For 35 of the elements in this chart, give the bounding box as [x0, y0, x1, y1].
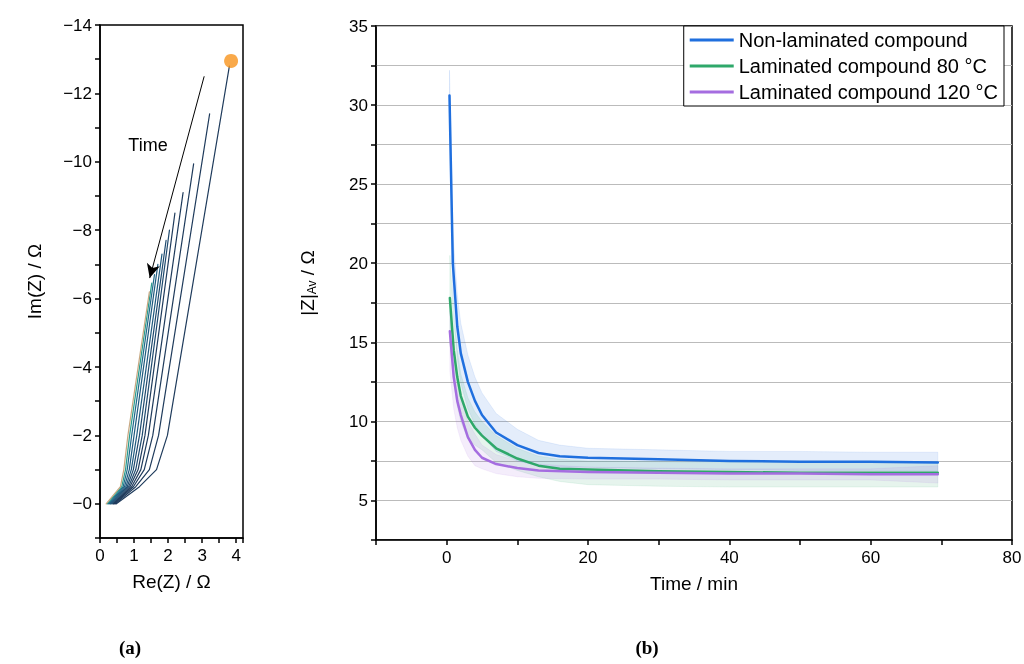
y-axis-title: Im(Z) / Ω: [24, 243, 45, 320]
text: (a): [118, 637, 142, 659]
y-tick-label: −12: [63, 83, 92, 103]
y-tick-label: −2: [72, 425, 92, 445]
y-tick-label: −10: [63, 152, 92, 172]
legend-label: Non-laminated compound: [738, 29, 968, 51]
x-tick-label: 3: [197, 546, 207, 565]
x-tick-label: 0: [441, 548, 452, 567]
y-tick-label: 10: [349, 411, 368, 431]
y-tick-label: −8: [72, 220, 92, 240]
y-tick-label: −0: [72, 494, 92, 514]
y-tick-label: −4: [72, 357, 92, 377]
x-tick-label: 1: [129, 546, 139, 565]
x-tick-label: 40: [719, 548, 739, 567]
y-tick-label: 20: [349, 253, 368, 273]
legend-label: Laminated compound 120 °C: [738, 81, 998, 103]
y-tick-label: 30: [349, 95, 368, 115]
legend-label: Laminated compound 80 °C: [738, 55, 987, 77]
x-axis-title: Time / min: [650, 573, 738, 594]
x-tick-label: 20: [578, 548, 598, 567]
y-tick-label: −6: [72, 289, 92, 309]
x-tick-label: 0: [95, 546, 105, 565]
text: (b): [635, 637, 659, 659]
x-tick-label: 4: [231, 546, 241, 565]
y-axis-title: |Z|Av / Ω: [296, 250, 319, 316]
y-tick-label: −14: [63, 15, 92, 35]
x-tick-label: 80: [1002, 548, 1022, 567]
y-tick-label: 35: [349, 16, 368, 36]
y-tick-label: 5: [358, 490, 368, 510]
x-tick-label: 2: [163, 546, 173, 565]
y-tick-label: 25: [349, 174, 368, 194]
x-axis-title: Re(Z) / Ω: [132, 571, 211, 592]
y-tick-label: 15: [349, 332, 368, 352]
annotation: Time: [128, 134, 168, 155]
x-tick-label: 60: [861, 548, 881, 567]
